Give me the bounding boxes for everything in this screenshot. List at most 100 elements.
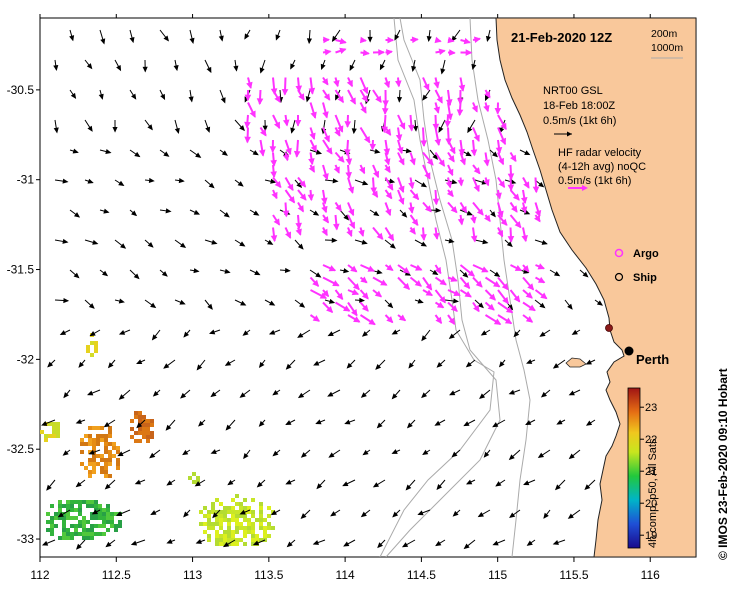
gsl-arrow [84, 119, 93, 132]
sst-pixel [138, 419, 142, 423]
sst-pixel [259, 518, 263, 522]
sst-pixel [90, 500, 94, 504]
gsl-arrow [275, 29, 281, 41]
sst-pixel [196, 476, 200, 480]
sst-pixel [62, 524, 66, 528]
gsl-arrow [331, 29, 341, 42]
land-mass [495, 18, 696, 557]
gsl-arrow [129, 269, 140, 280]
radar-arrow [459, 201, 468, 214]
radar-arrow [484, 289, 496, 301]
gsl-arrow [351, 119, 357, 135]
gsl-arrow [150, 509, 161, 515]
gsl-arrow [174, 239, 187, 248]
sst-pixel [54, 512, 58, 516]
gsl-arrow [384, 299, 394, 309]
gsl-arrow [268, 329, 281, 335]
gsl-arrow [324, 237, 338, 243]
gsl-arrow [376, 419, 386, 429]
gsl-arrow [346, 359, 356, 369]
sst-pixel [231, 518, 235, 522]
gsl-arrow [408, 359, 416, 369]
gsl-arrow [75, 479, 86, 488]
sst-pixel [58, 504, 62, 508]
gsl-arrow [585, 419, 596, 426]
gsl-arrow [369, 209, 380, 217]
sst-pixel [82, 516, 86, 520]
gsl-arrow [54, 297, 70, 304]
sst-pixel [215, 510, 219, 514]
sst-pixel [70, 532, 74, 536]
radar-arrow [457, 89, 464, 105]
gsl-arrow [324, 298, 336, 304]
radar-arrow [272, 176, 282, 189]
radar-arrow [507, 177, 515, 192]
radar-arrow [509, 151, 517, 163]
gsl-arrow [414, 179, 428, 188]
gsl-arrow [519, 149, 531, 156]
sst-pixel [134, 415, 138, 419]
radar-arrow [372, 164, 380, 179]
radar-arrow [346, 77, 354, 88]
sst-pixel [62, 520, 66, 524]
gsl-arrow [272, 389, 281, 396]
radar-arrow [420, 227, 427, 241]
sst-pixel [86, 520, 90, 524]
radar-arrow [307, 189, 315, 202]
sst-pixel [86, 536, 90, 540]
sst-pixel [78, 512, 82, 516]
sst-pixel [259, 526, 263, 530]
gsl-arrow [436, 479, 446, 491]
sst-pixel [146, 439, 150, 443]
sst-pixel [86, 504, 90, 508]
radar-arrow [372, 226, 384, 240]
x-tick-label: 115.5 [559, 568, 588, 582]
sst-pixel [100, 454, 104, 458]
gsl-arrow [183, 329, 191, 338]
sst-pixel [110, 520, 114, 524]
sst-pixel [227, 534, 231, 538]
gsl-arrow [405, 479, 416, 491]
gsl-arrow [149, 449, 161, 459]
radar-arrow [346, 227, 353, 238]
sst-pixel [82, 524, 86, 528]
radar-arrows [244, 36, 548, 326]
radar-arrow [484, 314, 502, 326]
gsl-arrow [320, 59, 326, 70]
sst-pixel [134, 411, 138, 415]
sst-pixel [92, 470, 96, 474]
sst-pixel [100, 470, 104, 474]
sst-pixel [112, 442, 116, 446]
gsl-arrow [264, 178, 277, 184]
sst-pixel [106, 528, 110, 532]
sst-pixel [219, 510, 223, 514]
gsl-arrow [526, 359, 536, 364]
radar-arrow [359, 276, 368, 284]
sst-pixel [80, 450, 84, 454]
gsl-arrow [204, 239, 218, 245]
sst-pixel [142, 431, 146, 435]
radar-arrow [433, 77, 440, 89]
gsl-arrow [463, 539, 476, 550]
contour-200m [469, 18, 531, 557]
gsl-arrow [297, 389, 311, 399]
gsl-arrow [344, 419, 356, 425]
gsl-arrow [549, 269, 561, 277]
gsl-arrow [585, 359, 596, 365]
gsl-arrow [417, 509, 431, 516]
radar-arrow [520, 189, 528, 205]
radar-arrow [309, 102, 317, 119]
sst-pixel [267, 526, 271, 530]
gsl-arrow [554, 479, 566, 491]
sst-pixel [227, 506, 231, 510]
gsl-arrow [377, 539, 386, 549]
sst-pixel [86, 349, 90, 353]
radar-arrow [347, 202, 355, 217]
gsl-arrow [316, 479, 326, 490]
gsl-arrow [330, 509, 341, 517]
sst-pixel [70, 524, 74, 528]
gsl-arrow [436, 359, 446, 368]
sst-pixel [70, 508, 74, 512]
sst-pixel [108, 454, 112, 458]
sst-pixel [215, 538, 219, 542]
